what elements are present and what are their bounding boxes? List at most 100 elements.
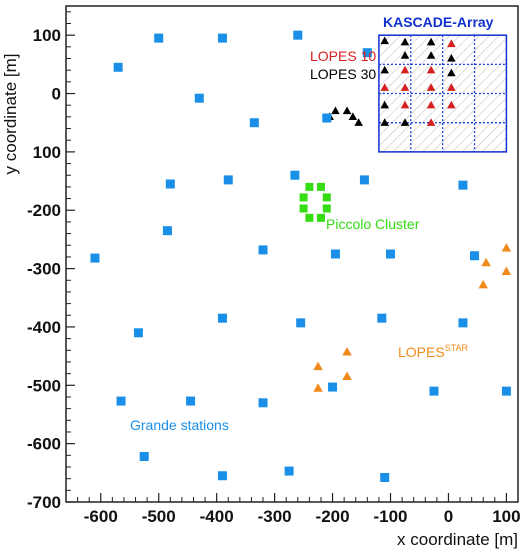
lopes30-antenna [348,112,358,121]
grande-station [154,33,164,43]
x-axis-label: x coordinate [m] [397,530,518,549]
plot-frame [65,5,519,503]
lopes10-antenna [447,83,456,91]
y-tick-label: -300 [27,260,61,279]
x-tick-label: -300 [258,507,292,526]
grande-station [223,175,233,185]
lopes30-antenna [447,54,456,62]
x-ticks: -600 -500 -400 -300 -200 -100 0 100 [65,493,521,526]
lopes-star-antenna [501,266,512,276]
lopes30-antenna [331,106,340,115]
grande-station [470,251,480,261]
lopes30-antenna [380,118,389,126]
grande-station [290,170,300,180]
y-tick-label: -400 [27,318,61,337]
grande-station [362,48,372,58]
lopes10-antenna [426,65,436,74]
lopes30-antenna [400,118,410,126]
x-tick-label: -500 [142,507,176,526]
y-ticks: 100 0 100 -200 -300 -400 -500 -600 -700 [27,11,75,512]
lopes-star-antenna [501,243,512,252]
lopes-star-antenna [342,347,352,356]
grande-station [194,93,204,103]
grande-station [258,398,268,408]
lopes10-antenna [400,83,410,91]
lopes10-antenna [400,65,410,74]
grande-station [217,33,227,43]
lopes30-antenna [380,100,389,109]
grande-station [284,466,294,476]
piccolo-station [305,182,314,191]
grande-station [217,313,227,323]
grande-station [113,62,123,72]
lopes-star-antenna [478,279,488,289]
grande-station [458,318,468,328]
kascade-array-inset [378,34,508,153]
grande-station [217,471,227,481]
lopes-star-antenna [342,371,352,381]
grande-station [249,118,259,128]
grande-station [165,179,175,189]
x-tick-label: -100 [373,507,407,526]
grande-station [322,113,332,123]
grande-station [296,318,306,328]
lopes30-antenna [354,118,363,126]
lopes30-antenna [380,65,389,74]
lopes10-antenna [426,83,436,91]
grande-station [328,382,338,392]
grande-station [458,180,468,190]
lopes30-antenna [400,51,410,59]
grande-station [501,386,511,396]
piccolo-station [299,204,308,213]
y-tick-label: 100 [33,143,61,162]
lopes10-antenna [400,100,410,109]
piccolo-station [299,193,308,202]
lopes10-antenna [447,100,456,109]
grande-station [429,386,439,396]
kascade-label: KASCADE-Array [383,14,494,30]
y-tick-label: -700 [27,493,61,512]
lopes-star-antenna [313,383,323,392]
grande-station [330,249,340,259]
y-axis-label: y coordinate [m] [1,54,20,175]
lopes30-antenna [426,37,436,46]
grande-station [258,245,268,255]
lopes-star-sup: STAR [445,343,469,353]
lopes-star-base: LOPES [398,344,445,360]
lopes-star-antenna [313,361,323,371]
lopes30-antenna [342,106,352,115]
lopes10-antenna [447,39,456,48]
grande-station [186,396,196,406]
piccolo-station [316,182,325,191]
lopes-star-antenna [481,257,491,267]
piccolo-station [316,213,325,222]
grande-station [116,396,126,406]
grande-station [293,30,303,40]
grande-station [162,226,172,236]
lopes30-antenna [447,68,456,77]
piccolo-station [322,204,331,213]
lopes30-antenna [426,51,436,59]
grande-label: Grande stations [130,417,229,433]
data-marks [90,30,512,482]
lopes30-label: LOPES 30 [310,66,376,82]
y-tick-label: 100 [33,26,61,45]
y-tick-label: -200 [27,201,61,220]
grande-station [139,451,149,461]
y-tick-label: 0 [52,85,61,104]
x-tick-label: 100 [492,507,520,526]
x-tick-label: 0 [444,507,453,526]
lopes-star-label: LOPESSTAR [398,343,469,360]
lopes30-antenna [400,37,410,46]
grande-station [380,472,390,482]
lopes10-antenna [426,100,436,109]
grande-station [386,249,396,259]
y-tick-label: -600 [27,435,61,454]
piccolo-station [305,213,314,222]
piccolo-station [322,193,331,202]
grande-station [133,328,143,338]
x-tick-label: -200 [316,507,350,526]
lopes30-antenna [380,36,389,45]
grande-station [377,313,387,323]
